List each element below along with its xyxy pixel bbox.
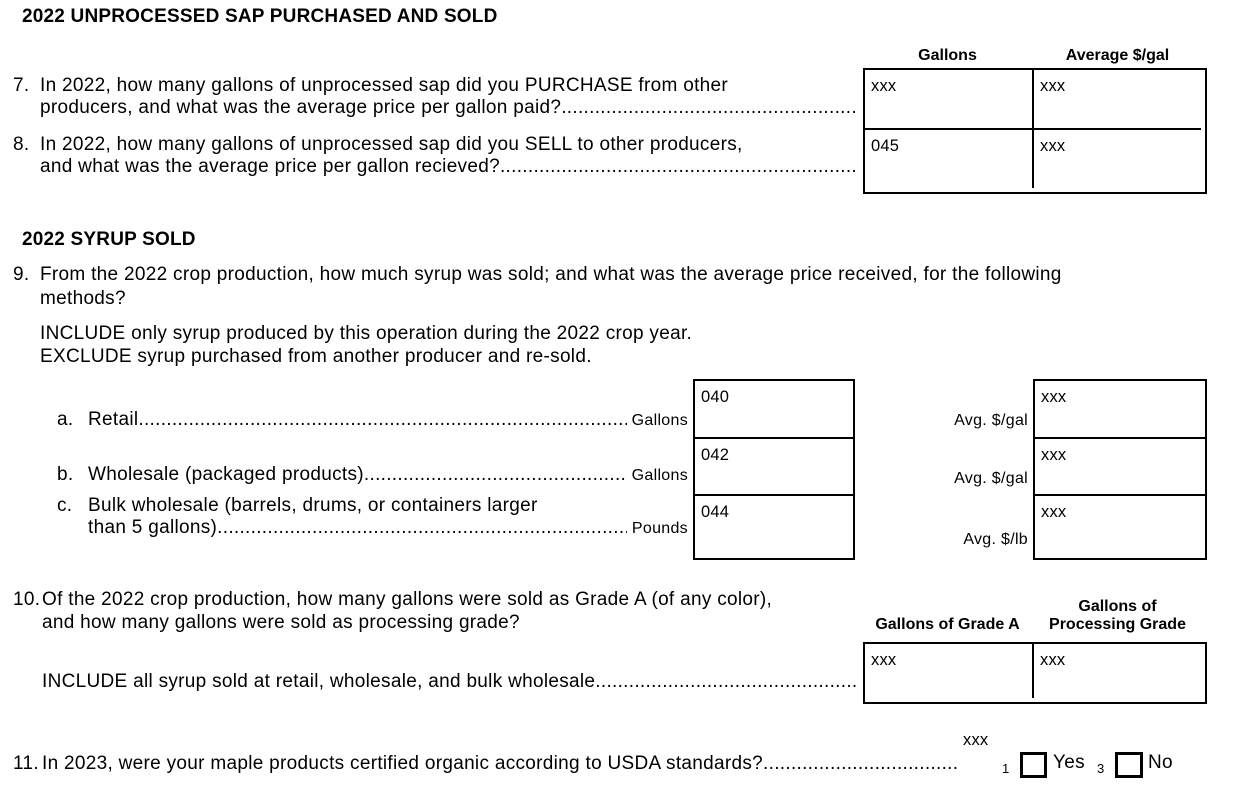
yes-checkbox[interactable]: [1020, 752, 1047, 778]
q10-header-col2-line2: Processing Grade: [1049, 616, 1186, 633]
q10-include-text: INCLUDE all syrup sold at retail, wholes…: [42, 671, 596, 692]
q9-avg-box-column: xxx xxx xxx: [1033, 379, 1207, 560]
q9-item-c-line1: Bulk wholesale (barrels, drums, or conta…: [88, 495, 538, 516]
q11-office-code: xxx: [963, 731, 989, 749]
sap-table-header-gallons: Gallons: [918, 47, 977, 64]
q8-line2-text: and what was the average price per gallo…: [40, 156, 500, 177]
q9-item-b-letter: b.: [57, 464, 74, 485]
no-checkbox[interactable]: [1115, 752, 1143, 778]
grade-a-cell[interactable]: xxx: [871, 651, 897, 669]
q9-item-a-label: Retail: [88, 409, 139, 430]
q7-gallons-cell[interactable]: xxx: [871, 77, 897, 95]
q9-item-b-unit: Gallons: [631, 467, 688, 484]
q9-item-b-row: Wholesale (packaged products) ..........…: [88, 464, 688, 487]
wholesale-gallons-cell[interactable]: 042: [695, 437, 853, 494]
q8-avg-cell[interactable]: xxx: [1032, 128, 1201, 188]
q9-avg-label-a: Avg. $/gal: [954, 412, 1028, 429]
yes-checkbox-code: 1: [1002, 761, 1010, 776]
q8-dot-leader: ........................................…: [499, 156, 858, 177]
no-checkbox-label: No: [1148, 752, 1173, 773]
q10-number: 10.: [13, 589, 41, 610]
q9-quantity-box-column: 040 042 044: [693, 379, 855, 560]
retail-gallons-cell[interactable]: 040: [701, 388, 730, 406]
section-title-sap: 2022 UNPROCESSED SAP PURCHASED AND SOLD: [22, 6, 498, 27]
yes-checkbox-label: Yes: [1053, 752, 1085, 773]
q7-avg-cell[interactable]: xxx: [1032, 70, 1201, 128]
q9-item-c-label2: than 5 gallons): [88, 517, 218, 538]
q7-line2: producers, and what was the average pric…: [40, 97, 858, 119]
q9-item-c-dot-leader: ........................................…: [217, 517, 627, 538]
q10-header-col1: Gallons of Grade A: [875, 616, 1020, 633]
q9-item-a-letter: a.: [57, 409, 74, 430]
q9-item-a-row: Retail .................................…: [88, 409, 688, 432]
sap-table-header-avg: Average $/gal: [1065, 47, 1170, 64]
q10-dot-leader: ........................................…: [595, 671, 858, 692]
sap-table: xxx xxx 045 xxx: [863, 68, 1207, 194]
q11-number: 11.: [13, 753, 39, 774]
q9-item-b-dot-leader: ........................................…: [363, 464, 627, 485]
section-title-syrup: 2022 SYRUP SOLD: [22, 229, 196, 250]
q11-line: In 2023, were your maple products certif…: [42, 753, 958, 775]
q9-line2: methods?: [40, 288, 126, 309]
q7-number: 7.: [13, 75, 30, 96]
q9-include-note: INCLUDE only syrup produced by this oper…: [40, 323, 693, 344]
q10-line2: and how many gallons were sold as proces…: [42, 612, 520, 633]
q9-avg-label-b: Avg. $/gal: [954, 470, 1028, 487]
q11-dot-leader: ........................................…: [763, 753, 958, 774]
q7-line2-text: producers, and what was the average pric…: [40, 97, 562, 118]
q9-item-c-line2: than 5 gallons) ........................…: [88, 517, 688, 540]
q10-header-col2-line1: Gallons of: [1078, 598, 1157, 615]
q7-dot-leader: ........................................…: [561, 97, 858, 118]
q9-item-c-unit: Pounds: [631, 520, 688, 537]
processing-grade-cell[interactable]: xxx: [1032, 644, 1201, 698]
q9-item-a-dot-leader: ........................................…: [138, 409, 626, 430]
bulk-pounds-cell[interactable]: 044: [695, 494, 853, 550]
q9-number: 9.: [13, 264, 30, 285]
q11-text: In 2023, were your maple products certif…: [42, 753, 764, 774]
q9-item-b-label: Wholesale (packaged products): [88, 464, 364, 485]
q9-exclude-note: EXCLUDE syrup purchased from another pro…: [40, 346, 592, 367]
wholesale-avg-cell[interactable]: xxx: [1035, 437, 1205, 494]
q9-line1: From the 2022 crop production, how much …: [40, 264, 1062, 285]
q9-item-a-unit: Gallons: [631, 412, 688, 429]
q8-line2: and what was the average price per gallo…: [40, 156, 858, 178]
q10-include-line: INCLUDE all syrup sold at retail, wholes…: [42, 671, 858, 693]
q10-table: xxx xxx: [863, 642, 1207, 704]
q8-line1: In 2022, how many gallons of unprocessed…: [40, 134, 743, 155]
q9-item-c-letter: c.: [57, 495, 73, 516]
bulk-avg-cell[interactable]: xxx: [1035, 494, 1205, 550]
no-checkbox-code: 3: [1097, 761, 1105, 776]
q9-avg-label-c: Avg. $/lb: [963, 531, 1028, 548]
q10-line1: Of the 2022 crop production, how many ga…: [42, 589, 773, 610]
q8-number: 8.: [13, 134, 30, 155]
retail-avg-cell[interactable]: xxx: [1041, 388, 1067, 406]
q8-gallons-cell[interactable]: 045: [865, 128, 1032, 188]
q7-line1: In 2022, how many gallons of unprocessed…: [40, 75, 729, 96]
